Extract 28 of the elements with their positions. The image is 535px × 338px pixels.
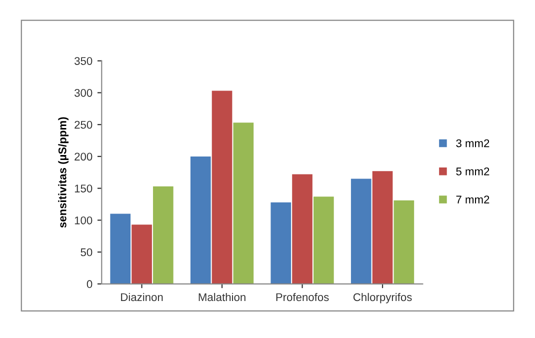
bar: [132, 224, 152, 284]
legend-label: 5 mm2: [456, 167, 490, 176]
bar: [212, 90, 232, 284]
bar: [292, 174, 312, 284]
y-tick-label: 250: [74, 120, 92, 129]
legend-label: 7 mm2: [456, 196, 490, 204]
bar: [110, 214, 131, 284]
bar: [350, 178, 372, 284]
bar: [394, 200, 414, 284]
bar: [270, 202, 292, 284]
y-tick-label: 0: [86, 280, 92, 288]
y-tick-label: 50: [80, 248, 92, 256]
y-tick-label: 100: [74, 216, 92, 224]
bar: [372, 171, 393, 284]
x-tick-label: Diazinon: [121, 292, 163, 302]
x-tick-label: Malathion: [198, 292, 246, 302]
bar: [233, 122, 254, 284]
bar: [153, 186, 174, 284]
legend-label: 3 mm2: [456, 139, 490, 148]
bar: [190, 156, 211, 284]
y-axis-title: sensitivitas (µS/ppm): [58, 117, 69, 228]
bar: [314, 196, 334, 284]
y-tick-label: 150: [74, 184, 92, 192]
x-tick-label: Profenofos: [276, 292, 329, 302]
y-tick-label: 300: [74, 88, 92, 97]
y-tick-label: 200: [74, 152, 92, 161]
x-tick-label: Chlorpyrifos: [353, 292, 412, 304]
y-tick-label: 350: [74, 57, 92, 65]
